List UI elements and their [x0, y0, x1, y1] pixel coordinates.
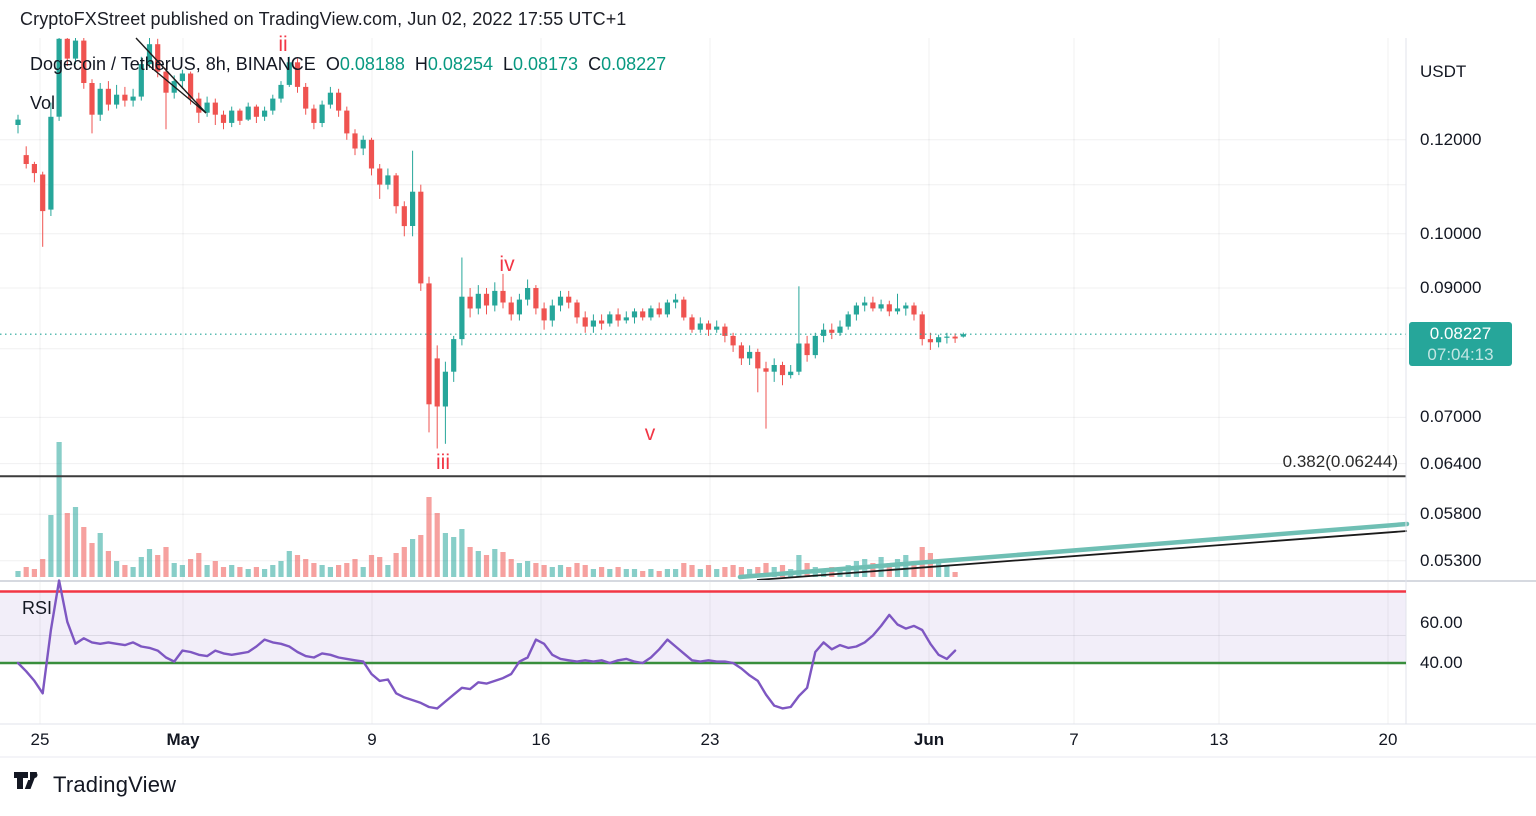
ohlc-key: H: [414, 54, 428, 74]
tradingview-brand-text: TradingView: [53, 772, 177, 797]
price-tick-label: 0.06400: [1420, 453, 1482, 473]
price-tick-label: 0.05300: [1420, 550, 1482, 570]
time-tick-label: 9: [367, 730, 377, 749]
time-tick-label: Jun: [913, 730, 945, 749]
bar-countdown: 07:04:13: [1427, 345, 1494, 365]
ohlc-value: 0.08227: [601, 54, 667, 74]
ohlc-value: 0.08188: [339, 54, 405, 74]
volume-indicator-label[interactable]: Vol: [30, 93, 56, 113]
publication-header: CryptoFXStreet published on TradingView.…: [20, 9, 627, 29]
rsi-tick-label: 60.00: [1420, 613, 1463, 632]
symbol-title: Dogecoin / TetherUS, 8h, BINANCE: [30, 54, 316, 74]
time-tick-label: May: [166, 730, 200, 749]
time-tick-label: 16: [531, 730, 551, 749]
rsi-tick-label: 40.00: [1420, 653, 1463, 672]
tradingview-attribution[interactable]: TradingView: [14, 772, 176, 798]
time-tick-label: 20: [1378, 730, 1398, 749]
ohlc-values: O0.08188 H0.08254 L0.08173 C0.08227: [326, 54, 676, 74]
time-tick-label: 25: [30, 730, 50, 749]
ohlc-value: 0.08254: [427, 54, 493, 74]
price-tick-label: 0.09000: [1420, 278, 1482, 297]
tradingview-logo-icon: [14, 772, 38, 789]
time-tick-label: 23: [700, 730, 720, 749]
wave-label-ii: ii: [278, 33, 288, 56]
ohlc-key: O: [325, 54, 340, 74]
last-price-value: 0.08227: [1429, 324, 1492, 344]
wave-label-iii: iii: [436, 451, 450, 474]
last-price-badge: 0.08227 07:04:13: [1409, 322, 1512, 367]
price-chart-canvas[interactable]: [0, 36, 1536, 758]
wave-label-iv: iv: [499, 253, 515, 276]
price-tick-label: 0.10000: [1420, 223, 1482, 243]
axis-currency-label: USDT: [1420, 62, 1467, 81]
fib-retracement-label: 0.382(0.06244): [1282, 452, 1398, 472]
ohlc-value: 0.08173: [513, 54, 579, 74]
symbol-legend[interactable]: Dogecoin / TetherUS, 8h, BINANCE O0.08188…: [30, 54, 676, 75]
ohlc-key: L: [502, 54, 513, 74]
price-tick-label: 0.07000: [1420, 407, 1482, 427]
wave-label-v: v: [644, 422, 656, 445]
time-tick-label: 13: [1209, 730, 1229, 749]
rsi-indicator-label[interactable]: RSI: [22, 598, 53, 618]
price-tick-label: 0.12000: [1420, 129, 1482, 149]
time-tick-label: 7: [1069, 730, 1079, 749]
price-tick-label: 0.05800: [1420, 504, 1482, 524]
ohlc-key: C: [588, 54, 602, 74]
chart-area[interactable]: Dogecoin / TetherUS, 8h, BINANCE O0.08188…: [0, 33, 1536, 758]
